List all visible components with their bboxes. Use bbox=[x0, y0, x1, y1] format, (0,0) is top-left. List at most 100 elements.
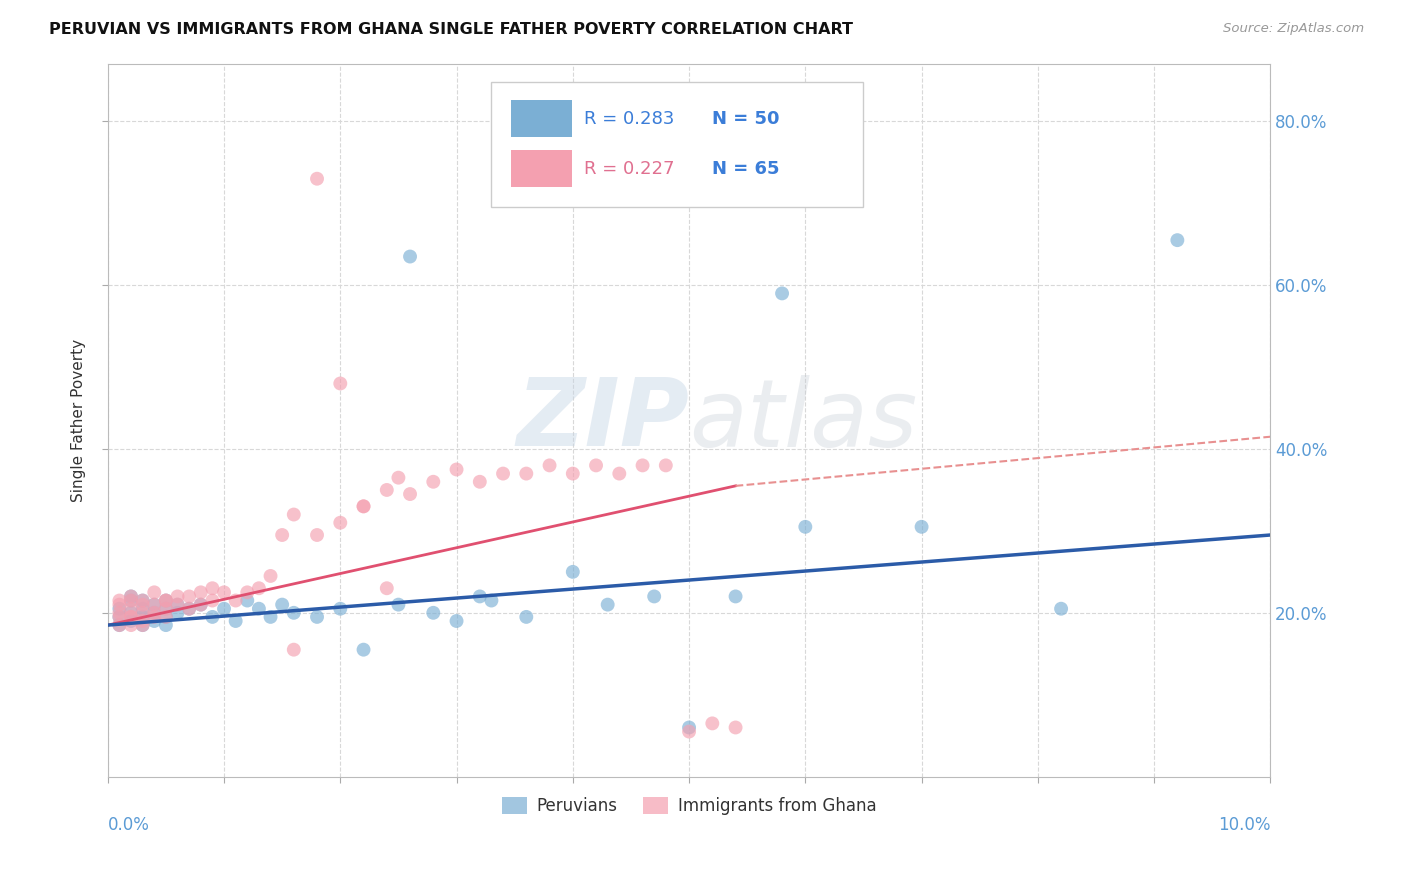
Point bbox=[143, 610, 166, 624]
Point bbox=[190, 585, 212, 599]
Point bbox=[655, 458, 678, 473]
Point bbox=[120, 593, 142, 607]
Point bbox=[283, 508, 305, 522]
Bar bbox=[512, 101, 572, 137]
Point bbox=[375, 581, 398, 595]
Point bbox=[561, 467, 583, 481]
Point bbox=[446, 462, 468, 476]
Y-axis label: Single Father Poverty: Single Father Poverty bbox=[72, 339, 86, 502]
Point bbox=[143, 614, 166, 628]
Point bbox=[225, 593, 247, 607]
Point bbox=[131, 593, 153, 607]
Point bbox=[247, 581, 270, 595]
Point bbox=[179, 590, 201, 604]
Point bbox=[108, 618, 131, 632]
Point bbox=[515, 467, 537, 481]
Point bbox=[120, 606, 142, 620]
Point bbox=[387, 471, 409, 485]
Text: 0.0%: 0.0% bbox=[108, 816, 149, 834]
Text: N = 65: N = 65 bbox=[713, 160, 780, 178]
Point bbox=[131, 598, 153, 612]
Point bbox=[143, 598, 166, 612]
Point bbox=[607, 467, 630, 481]
Point bbox=[155, 593, 177, 607]
Point bbox=[481, 593, 503, 607]
Point bbox=[225, 614, 247, 628]
Point bbox=[131, 618, 153, 632]
Text: R = 0.283: R = 0.283 bbox=[585, 110, 675, 128]
FancyBboxPatch shape bbox=[492, 82, 863, 207]
Point bbox=[212, 585, 235, 599]
Point bbox=[131, 601, 153, 615]
Point bbox=[643, 590, 665, 604]
Point bbox=[492, 467, 515, 481]
Point bbox=[271, 528, 294, 542]
Point bbox=[353, 642, 375, 657]
Text: PERUVIAN VS IMMIGRANTS FROM GHANA SINGLE FATHER POVERTY CORRELATION CHART: PERUVIAN VS IMMIGRANTS FROM GHANA SINGLE… bbox=[49, 22, 853, 37]
Point bbox=[143, 606, 166, 620]
Point bbox=[702, 716, 724, 731]
Point bbox=[155, 601, 177, 615]
Text: R = 0.227: R = 0.227 bbox=[585, 160, 675, 178]
Point bbox=[724, 721, 747, 735]
Point bbox=[131, 614, 153, 628]
Point bbox=[283, 606, 305, 620]
Point bbox=[201, 593, 224, 607]
Point bbox=[446, 614, 468, 628]
Point bbox=[120, 618, 142, 632]
Point bbox=[655, 180, 678, 194]
Point bbox=[770, 286, 793, 301]
Point bbox=[108, 618, 131, 632]
Point bbox=[794, 520, 817, 534]
Point bbox=[399, 487, 422, 501]
Point bbox=[143, 606, 166, 620]
Point bbox=[236, 593, 259, 607]
Point bbox=[631, 458, 654, 473]
Point bbox=[155, 601, 177, 615]
Point bbox=[120, 590, 142, 604]
Point bbox=[155, 593, 177, 607]
Point bbox=[305, 171, 328, 186]
Point bbox=[166, 598, 188, 612]
Text: N = 50: N = 50 bbox=[713, 110, 780, 128]
Point bbox=[329, 376, 352, 391]
Point bbox=[422, 606, 444, 620]
Point bbox=[131, 606, 153, 620]
Point bbox=[678, 724, 700, 739]
Point bbox=[468, 590, 491, 604]
Point bbox=[155, 593, 177, 607]
Point bbox=[166, 590, 188, 604]
Point bbox=[387, 598, 409, 612]
Point bbox=[131, 618, 153, 632]
Point bbox=[399, 250, 422, 264]
Point bbox=[422, 475, 444, 489]
Point bbox=[283, 642, 305, 657]
Point bbox=[120, 614, 142, 628]
Point bbox=[120, 610, 142, 624]
Point bbox=[179, 601, 201, 615]
Point bbox=[155, 618, 177, 632]
Point bbox=[236, 585, 259, 599]
Point bbox=[910, 520, 932, 534]
Point bbox=[120, 593, 142, 607]
Text: ZIP: ZIP bbox=[516, 375, 689, 467]
Point bbox=[120, 590, 142, 604]
Point bbox=[108, 598, 131, 612]
Point bbox=[190, 598, 212, 612]
Point bbox=[259, 569, 281, 583]
Point bbox=[166, 598, 188, 612]
Point bbox=[1166, 233, 1188, 247]
Point bbox=[561, 565, 583, 579]
Point bbox=[247, 601, 270, 615]
Point bbox=[108, 601, 131, 615]
Point bbox=[108, 610, 131, 624]
Point bbox=[108, 606, 131, 620]
Point bbox=[179, 601, 201, 615]
Point bbox=[108, 610, 131, 624]
Point bbox=[259, 610, 281, 624]
Legend: Peruvians, Immigrants from Ghana: Peruvians, Immigrants from Ghana bbox=[495, 790, 883, 822]
Point bbox=[329, 516, 352, 530]
Point bbox=[596, 598, 619, 612]
Point bbox=[155, 610, 177, 624]
Point bbox=[538, 458, 561, 473]
